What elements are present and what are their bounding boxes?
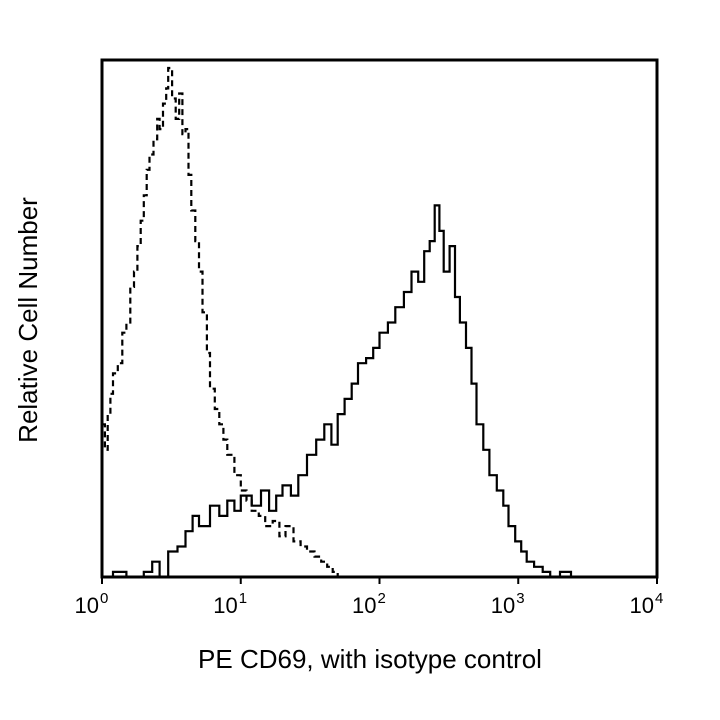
x-tick-exponent: 1 <box>239 590 247 607</box>
x-tick-base: 10 <box>630 593 654 618</box>
x-tick-base: 10 <box>75 593 99 618</box>
x-tick-exponent: 2 <box>378 590 386 607</box>
y-axis-label: Relative Cell Number <box>13 197 43 443</box>
series-0-dashed-line <box>102 66 391 579</box>
x-tick-label: 10 1 <box>213 590 247 618</box>
x-tick-exponent: 0 <box>100 590 108 607</box>
x-tick-label: 10 3 <box>491 590 525 618</box>
x-tick-layer: 10 0 10 1 10 2 10 3 10 4 <box>75 577 664 618</box>
series-1-solid-line <box>102 204 585 579</box>
x-tick-label: 10 2 <box>352 590 386 618</box>
x-tick-exponent: 4 <box>655 590 663 607</box>
x-tick-base: 10 <box>491 593 515 618</box>
x-axis-label: PE CD69, with isotype control <box>198 644 542 674</box>
series-layer <box>102 66 585 579</box>
x-tick-label: 10 0 <box>75 590 109 618</box>
x-tick-base: 10 <box>213 593 237 618</box>
x-tick-base: 10 <box>352 593 376 618</box>
x-tick-exponent: 3 <box>516 590 524 607</box>
x-tick-label: 10 4 <box>630 590 664 618</box>
